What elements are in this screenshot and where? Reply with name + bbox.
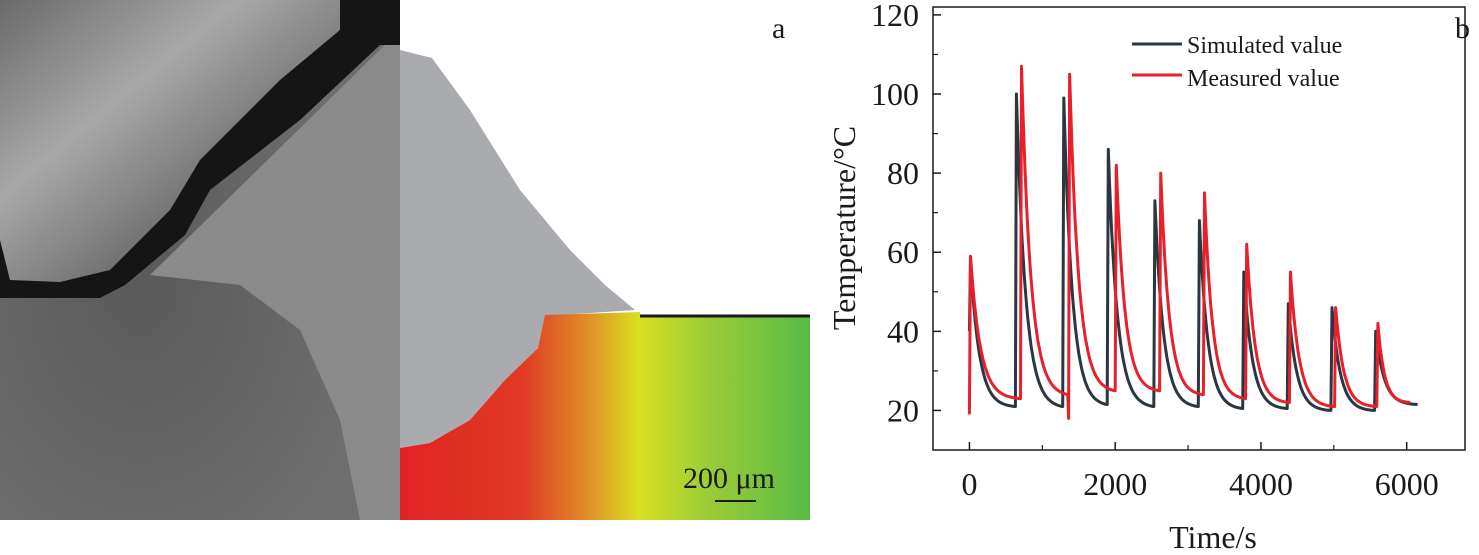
x-tick-label: 2000 xyxy=(1083,466,1147,502)
legend-measured-label: Measured value xyxy=(1187,66,1340,92)
y-tick-label: 60 xyxy=(887,234,919,270)
simulation-panel: a 200 μm xyxy=(400,12,810,520)
y-tick-label: 100 xyxy=(871,76,919,112)
x-axis-title: Time/s xyxy=(1169,519,1257,555)
scale-bar-label: 200 μm xyxy=(683,462,775,495)
x-tick-label: 0 xyxy=(961,466,977,502)
temperature-field xyxy=(400,312,810,520)
legend-simulated-label: Simulated value xyxy=(1187,33,1342,59)
weld-bead-region xyxy=(150,45,400,520)
coating-region xyxy=(0,0,340,282)
temperature-chart: 0 2000 4000 6000 20 40 60 80 100 120 b Simulated … xyxy=(826,0,1470,555)
plot-frame xyxy=(932,6,1466,451)
panel-label-a: a xyxy=(772,12,785,45)
y-axis-title: Temperature/°C xyxy=(826,126,862,330)
melt-pool-region xyxy=(400,50,635,448)
y-tick-label: 40 xyxy=(887,313,919,349)
axis-ticks: 0 2000 4000 6000 20 40 60 80 100 120 xyxy=(871,0,1439,502)
x-tick-label: 4000 xyxy=(1229,466,1293,502)
y-tick-label: 80 xyxy=(887,155,919,191)
simulated-value-line xyxy=(967,92,1419,412)
series-lines xyxy=(967,64,1419,420)
measured-value-line xyxy=(967,64,1411,420)
y-tick-label: 120 xyxy=(871,0,919,33)
y-tick-label: 20 xyxy=(887,392,919,428)
panel-label-b: b xyxy=(1455,12,1470,45)
micrograph-panel xyxy=(0,0,400,520)
x-tick-label: 6000 xyxy=(1375,466,1439,502)
